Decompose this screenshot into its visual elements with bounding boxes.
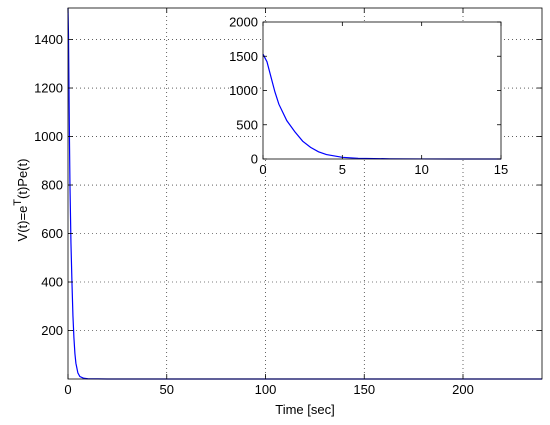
inset-ytick-label: 500 [236, 117, 258, 132]
inset-ytick-label: 1500 [229, 49, 258, 64]
main-xtick-label: 50 [160, 382, 174, 397]
main-axes-frame [67, 7, 543, 380]
main-xlabel: Time [sec] [275, 402, 334, 417]
ylabel-post: (t)Pe(t) [15, 159, 30, 199]
inset-ytick-label: 2000 [229, 15, 258, 30]
main-ylabel: V(t)=eT(t)Pe(t) [12, 159, 30, 242]
ylabel-pre: V(t)=e [15, 206, 30, 242]
main-xtick-label: 100 [255, 382, 277, 397]
main-ytick-label: 600 [41, 226, 63, 241]
inset-axes: 0 5 10 15 0 500 1000 1500 2000 [229, 15, 508, 178]
main-ytick-label: 800 [41, 178, 63, 193]
inset-xtick-label: 0 [259, 162, 266, 177]
inset-xtick-label: 5 [339, 162, 346, 177]
main-xtick-label: 200 [452, 382, 474, 397]
main-xtick-label: 0 [64, 382, 71, 397]
inset-plot-area [263, 22, 501, 159]
main-ytick-label: 1400 [34, 32, 63, 47]
inset-ytick-label: 0 [251, 152, 258, 167]
inset-xtick-label: 10 [414, 162, 428, 177]
ylabel-sup: T [12, 199, 24, 206]
main-ytick-label: 200 [41, 323, 63, 338]
inset-ytick-label: 1000 [229, 83, 258, 98]
main-xtick-label: 150 [353, 382, 375, 397]
inset-xtick-label: 15 [494, 162, 508, 177]
main-ytick-label: 1200 [34, 81, 63, 96]
main-ytick-label: 400 [41, 275, 63, 290]
main-ytick-label: 1000 [34, 129, 63, 144]
